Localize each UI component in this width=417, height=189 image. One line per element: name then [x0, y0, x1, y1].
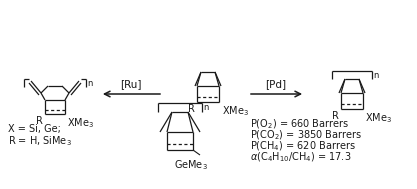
Text: [Ru]: [Ru]: [120, 79, 142, 89]
Text: X = Si, Ge;: X = Si, Ge;: [8, 124, 61, 134]
Text: R = H, SiMe$_3$: R = H, SiMe$_3$: [8, 134, 72, 148]
Text: R: R: [36, 116, 43, 126]
Text: n: n: [373, 71, 378, 80]
Text: n: n: [87, 79, 93, 88]
Text: P(CO$_2$) = 3850 Barrers: P(CO$_2$) = 3850 Barrers: [250, 128, 362, 142]
Text: XMe$_3$: XMe$_3$: [67, 116, 94, 130]
Text: $\alpha$(C$_4$H$_{10}$/CH$_4$) = 17.3: $\alpha$(C$_4$H$_{10}$/CH$_4$) = 17.3: [250, 150, 352, 164]
Text: GeMe$_3$: GeMe$_3$: [174, 158, 208, 172]
Text: R: R: [332, 111, 339, 121]
Text: R: R: [188, 104, 195, 114]
Text: P(CH$_4$) = 620 Barrers: P(CH$_4$) = 620 Barrers: [250, 139, 356, 153]
Text: XMe$_3$: XMe$_3$: [222, 104, 249, 118]
Text: P(O$_2$) = 660 Barrers: P(O$_2$) = 660 Barrers: [250, 117, 349, 131]
Text: [Pd]: [Pd]: [266, 79, 286, 89]
Text: n: n: [203, 103, 208, 112]
Text: XMe$_3$: XMe$_3$: [365, 111, 392, 125]
